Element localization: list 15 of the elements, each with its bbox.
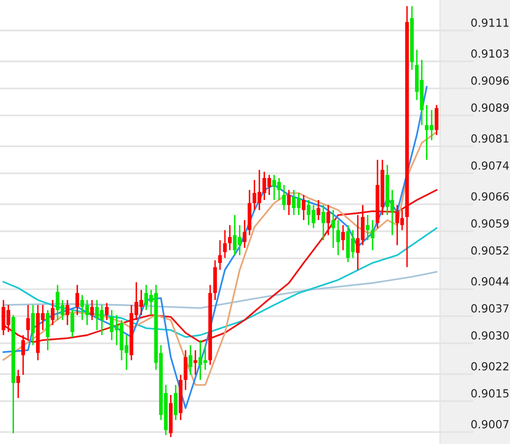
y-tick-label: 0.9103: [471, 49, 509, 58]
y-tick-label: 0.9074: [471, 161, 509, 170]
y-tick-label: 0.9007: [471, 420, 508, 428]
y-tick-label: 0.9089: [471, 103, 509, 112]
y-tick-label: 0.9044: [471, 277, 509, 286]
y-tick-label: 0.9059: [471, 219, 509, 228]
y-tick-label: 0.9096: [471, 76, 509, 85]
y-tick-label: 0.9037: [471, 304, 508, 313]
y-tick-label: 0.9111: [471, 18, 508, 27]
y-tick-label: 0.9022: [471, 362, 508, 370]
y-tick-label: 0.9081: [471, 134, 508, 143]
y-tick-label: 0.9015: [471, 389, 508, 398]
y-tick-label: 0.9030: [471, 331, 509, 340]
y-tick-label: 0.9066: [471, 192, 509, 201]
y-tick-label: 0.9052: [471, 246, 508, 255]
